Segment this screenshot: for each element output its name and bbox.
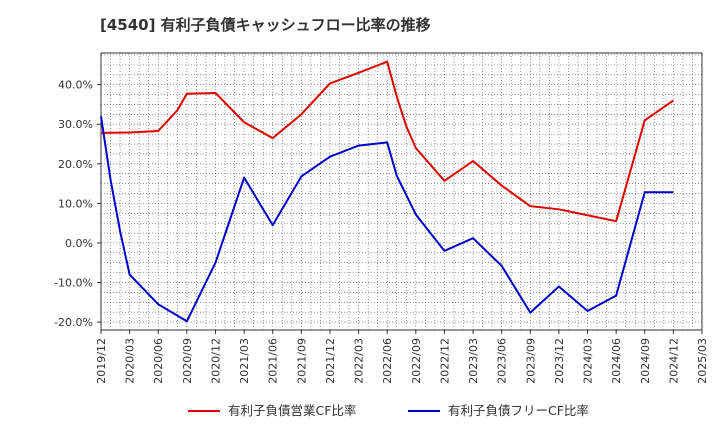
x-tick-label: 2024/09 (639, 338, 652, 384)
x-tick-label: 2021/12 (324, 338, 337, 384)
y-tick-label: 30.0% (58, 118, 93, 131)
x-tick-label: 2020/03 (124, 338, 137, 384)
x-tick-label: 2021/03 (238, 338, 251, 384)
x-tick-label: 2020/09 (181, 338, 194, 384)
x-tick-label: 2023/03 (467, 338, 480, 384)
series-line-2 (100, 116, 674, 323)
axes: 40.0% 30.0% 20.0% 10.0% 0.0% -10.0% -20.0%2019… (54, 52, 709, 384)
x-tick-label: 2023/12 (553, 338, 566, 384)
x-tick-label: 2019/12 (95, 338, 108, 384)
chart-title: [4540] 有利子負債キャッシュフロー比率の推移 (100, 16, 431, 34)
x-tick-label: 2022/03 (353, 338, 366, 384)
plot-frame (100, 52, 703, 331)
x-tick-label: 2024/03 (582, 338, 595, 384)
y-tick-label: 40.0% (58, 79, 93, 92)
x-tick-label: 2022/09 (410, 338, 423, 384)
y-tick-label: 20.0% (58, 158, 93, 171)
legend: 有利子負債営業CF比率 有利子負債フリーCF比率 (188, 403, 589, 418)
y-tick-label: 0.0% (65, 237, 93, 250)
x-tick-label: 2020/12 (209, 338, 222, 384)
y-tick-label: 10.0% (58, 197, 93, 210)
x-tick-label: 2021/06 (267, 338, 280, 384)
x-tick-label: 2023/06 (496, 338, 509, 384)
series-lines (100, 60, 674, 323)
legend-label: 有利子負債営業CF比率 (228, 403, 356, 418)
x-tick-label: 2024/06 (610, 338, 623, 384)
x-tick-label: 2020/06 (152, 338, 165, 384)
x-tick-label: 2024/12 (667, 338, 680, 384)
x-tick-label: 2025/03 (696, 338, 709, 384)
y-tick-label: -10.0% (54, 277, 93, 290)
x-tick-label: 2022/12 (438, 338, 451, 384)
y-tick-label: -20.0% (54, 316, 93, 329)
series-line-1 (100, 60, 674, 223)
x-tick-label: 2023/09 (524, 338, 537, 384)
x-tick-label: 2021/09 (295, 338, 308, 384)
legend-label: 有利子負債フリーCF比率 (448, 403, 589, 418)
x-tick-label: 2022/06 (381, 338, 394, 384)
